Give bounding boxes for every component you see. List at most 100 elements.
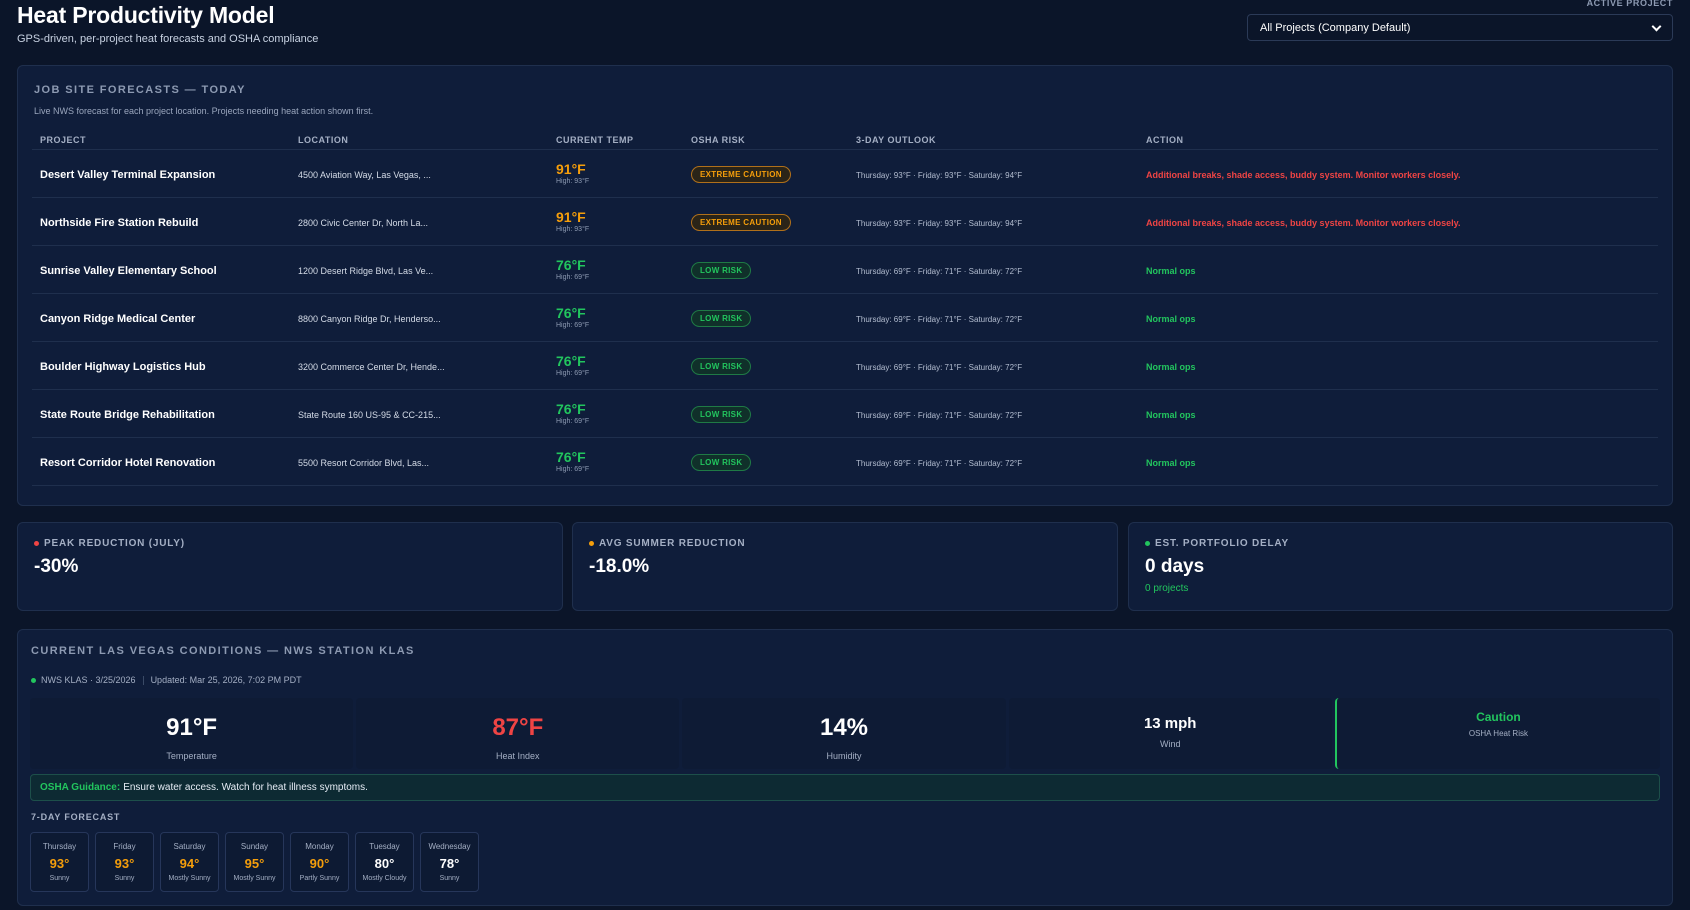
project-name: Desert Valley Terminal Expansion [40,168,216,181]
forecast-day: Wednesday 78° Sunny [420,832,479,892]
active-project-select[interactable]: All Projects (Company Default) [1247,14,1673,41]
heat-index-label: Heat Index [496,751,540,761]
current-conditions-panel: CURRENT LAS VEGAS CONDITIONS — NWS STATI… [17,629,1673,906]
high-temp: High: 93°F [556,178,590,185]
table-row[interactable]: Desert Valley Terminal Expansion 4500 Av… [32,150,1658,198]
three-day-outlook: Thursday: 69°F · Friday: 71°F · Saturday… [856,410,1023,420]
chevron-down-icon [1651,21,1662,31]
page-subtitle: GPS-driven, per-project heat forecasts a… [17,33,319,45]
heat-index-tile: 87°F Heat Index [356,698,680,769]
osha-risk-label: OSHA Heat Risk [1468,729,1528,738]
project-name: Sunrise Valley Elementary School [40,264,217,277]
project-location: State Route 160 US-95 & CC-215... [298,409,441,420]
table-row[interactable]: Boulder Highway Logistics Hub 3200 Comme… [32,342,1658,390]
column-header-action: ACTION [1146,134,1184,145]
forecast-day: Sunday 95° Mostly Sunny [225,832,284,892]
conditions-panel-title: CURRENT LAS VEGAS CONDITIONS — NWS STATI… [31,645,415,657]
project-location: 1200 Desert Ridge Blvd, Las Ve... [298,265,434,276]
osha-guidance-banner: OSHA Guidance: Ensure water access. Watc… [30,774,1660,801]
day-temp: 90° [309,856,330,871]
temperature-tile: 91°F Temperature [30,698,354,769]
three-day-outlook: Thursday: 69°F · Friday: 71°F · Saturday… [856,266,1023,276]
current-temp: 76°F [556,449,586,465]
forecast-table-header: PROJECT LOCATION CURRENT TEMP OSHA RISK … [32,130,1658,150]
project-location: 5500 Resort Corridor Blvd, Las... [298,457,430,468]
day-name: Sunday [240,842,269,851]
humidity-label: Humidity [826,751,862,761]
forecast-table: PROJECT LOCATION CURRENT TEMP OSHA RISK … [32,130,1658,486]
job-site-forecasts-panel: JOB SITE FORECASTS — TODAY Live NWS fore… [17,65,1673,506]
current-temp: 91°F [556,209,586,225]
table-row[interactable]: Sunrise Valley Elementary School 1200 De… [32,246,1658,294]
current-temp: 76°F [556,257,586,273]
recommended-action: Additional breaks, shade access, buddy s… [1146,217,1461,228]
osha-risk-value: Caution [1476,710,1521,724]
status-dot-icon [1145,541,1150,546]
project-name: Boulder Highway Logistics Hub [40,360,206,373]
three-day-outlook: Thursday: 69°F · Friday: 71°F · Saturday… [856,362,1023,372]
table-row[interactable]: Resort Corridor Hotel Renovation 5500 Re… [32,438,1658,486]
risk-badge: LOW RISK [691,406,752,423]
portfolio-delay-card: EST. PORTFOLIO DELAY 0 days 0 projects [1128,522,1673,611]
wind-value: 13 mph [1143,715,1197,732]
column-header-location: LOCATION [298,134,349,145]
current-temp: 76°F [556,401,586,417]
day-condition: Sunny [439,875,460,882]
column-header-project: PROJECT [40,134,87,145]
day-condition: Mostly Cloudy [362,875,407,882]
seven-day-forecast-title: 7-DAY FORECAST [31,812,121,822]
humidity-value: 14% [819,714,869,741]
three-day-outlook: Thursday: 93°F · Friday: 93°F · Saturday… [856,170,1023,180]
osha-heat-risk-tile: Caution OSHA Heat Risk [1334,698,1661,769]
stat-label: EST. PORTFOLIO DELAY [1155,538,1289,549]
project-name: Northside Fire Station Rebuild [40,216,199,229]
day-temp: 78° [439,856,460,871]
status-dot-icon [589,541,594,546]
day-temp: 93° [49,856,70,871]
live-status-dot-icon [31,677,36,683]
risk-badge: LOW RISK [691,262,752,279]
wind-tile: 13 mph Wind [1008,698,1332,769]
high-temp: High: 93°F [556,226,590,233]
forecast-day: Thursday 93° Sunny [30,832,89,892]
high-temp: High: 69°F [556,274,590,281]
avg-summer-reduction-card: AVG SUMMER REDUCTION -18.0% [572,522,1118,611]
guidance-text: Ensure water access. Watch for heat illn… [123,782,368,793]
temperature-label: Temperature [166,751,217,761]
peak-reduction-card: PEAK REDUCTION (JULY) -30% [17,522,563,611]
forecast-day: Monday 90° Partly Sunny [290,832,349,892]
risk-badge: LOW RISK [691,310,752,327]
recommended-action: Normal ops [1146,265,1196,276]
forecast-day: Tuesday 80° Mostly Cloudy [355,832,414,892]
day-temp: 80° [374,856,395,871]
status-dot-icon [34,541,39,546]
updated-time: Updated: Mar 25, 2026, 7:02 PM PDT [150,675,302,685]
table-row[interactable]: Northside Fire Station Rebuild 2800 Civi… [32,198,1658,246]
day-name: Saturday [173,842,206,851]
guidance-label: OSHA Guidance: [40,782,121,793]
project-location: 8800 Canyon Ridge Dr, Henderso... [298,313,441,324]
high-temp: High: 69°F [556,322,590,329]
day-condition: Sunny [49,875,70,882]
day-condition: Mostly Sunny [233,875,276,882]
recommended-action: Normal ops [1146,361,1196,372]
day-temp: 95° [244,856,265,871]
project-name: State Route Bridge Rehabilitation [40,408,215,421]
table-row[interactable]: State Route Bridge Rehabilitation State … [32,390,1658,438]
project-location: 2800 Civic Center Dr, North La... [298,217,429,228]
day-name: Monday [305,842,334,851]
day-condition: Sunny [114,875,135,882]
stat-value: -18.0% [589,556,650,577]
conditions-meta: NWS KLAS · 3/25/2026 Updated: Mar 25, 20… [31,675,302,685]
stat-label: PEAK REDUCTION (JULY) [44,538,185,549]
risk-badge: LOW RISK [691,358,752,375]
table-row[interactable]: Canyon Ridge Medical Center 8800 Canyon … [32,294,1658,342]
recommended-action: Normal ops [1146,457,1196,468]
page-header: Heat Productivity Model GPS-driven, per-… [17,0,1673,60]
risk-badge: EXTREME CAUTION [691,166,791,183]
day-name: Wednesday [428,842,471,851]
temperature-value: 91°F [166,714,218,741]
day-temp: 94° [179,856,200,871]
day-temp: 93° [114,856,135,871]
forecast-panel-description: Live NWS forecast for each project locat… [34,106,374,116]
